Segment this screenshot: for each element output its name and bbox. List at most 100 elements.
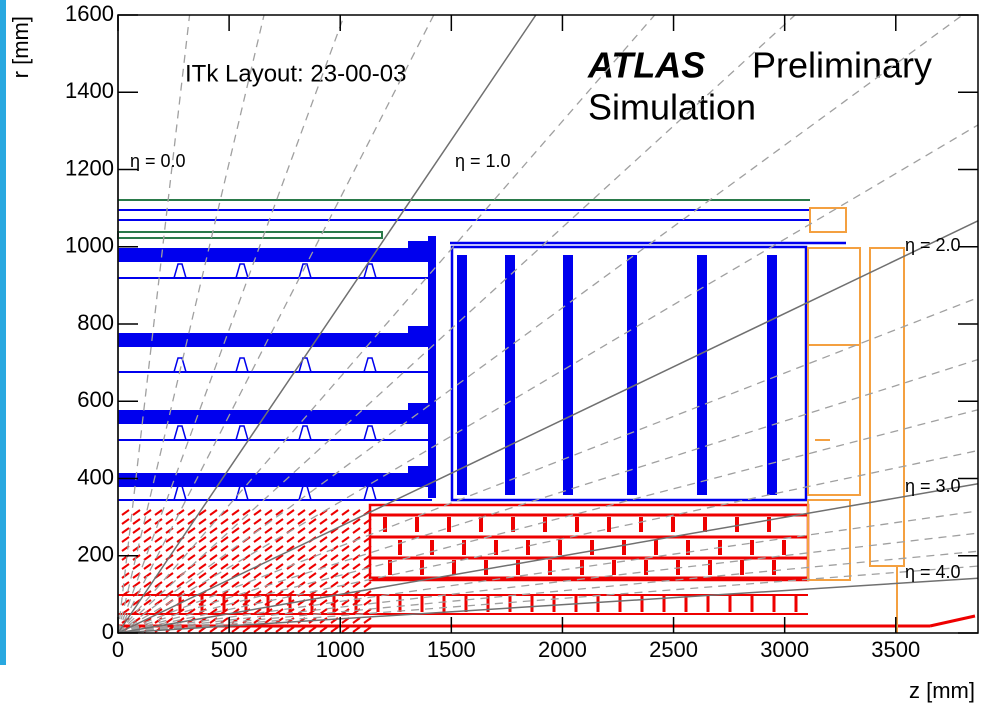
y-tick-label: 1200 — [65, 155, 114, 180]
y-tick-label: 600 — [77, 387, 114, 412]
detector-part — [232, 555, 239, 560]
detector-part — [287, 627, 294, 632]
detector-part — [320, 546, 327, 551]
detector-part — [188, 600, 195, 605]
detector-part — [331, 627, 338, 632]
detector-part — [353, 573, 360, 578]
detector-part — [243, 546, 250, 551]
detector-part — [353, 510, 360, 515]
detector-part — [276, 573, 283, 578]
detector-part — [166, 618, 173, 623]
y-tick-label: 1400 — [65, 78, 114, 103]
detector-part — [254, 510, 261, 515]
detector-part — [930, 616, 975, 626]
detector-part — [331, 546, 338, 551]
detector-part — [298, 555, 305, 560]
x-tick-label: 3500 — [871, 637, 920, 662]
detector-part — [188, 510, 195, 515]
detector-part — [221, 519, 228, 524]
detector-part — [155, 546, 162, 551]
detector-part — [118, 333, 432, 347]
detector-part — [210, 537, 217, 542]
eta-label: η = 0.0 — [130, 151, 186, 171]
detector-part — [144, 510, 151, 515]
detector-part — [254, 582, 261, 587]
detector-part — [265, 528, 272, 533]
detector-part — [331, 510, 338, 515]
detector-part — [265, 537, 272, 542]
detector-part — [144, 555, 151, 560]
detector-part — [320, 582, 327, 587]
chart: ITk Layout: 23-00-03 ATLAS Preliminary S… — [0, 0, 985, 709]
detector-part — [697, 255, 707, 495]
detector-part — [166, 564, 173, 569]
detector-part — [199, 519, 206, 524]
detector-part — [298, 564, 305, 569]
detector-part — [309, 564, 316, 569]
detector-part — [276, 528, 283, 533]
detector-part — [221, 627, 228, 632]
detector-part — [364, 582, 371, 587]
detector-part — [265, 546, 272, 551]
detector-part — [243, 528, 250, 533]
detector-part — [155, 600, 162, 605]
detector-part — [133, 582, 140, 587]
detector-part — [331, 519, 338, 524]
detector-part — [236, 264, 248, 278]
detector-part — [188, 537, 195, 542]
detector-part — [870, 248, 904, 566]
detector-part — [505, 255, 515, 495]
detector-part — [254, 519, 261, 524]
chart-title: ITk Layout: 23-00-03 — [185, 60, 406, 87]
eta-label: η = 3.0 — [905, 476, 961, 496]
y-tick-label: 1000 — [65, 233, 114, 258]
detector-part — [210, 528, 217, 533]
detector-part — [276, 582, 283, 587]
eta-label: η = 2.0 — [905, 235, 961, 255]
eta-label: η = 1.0 — [455, 151, 511, 171]
detector-part — [276, 627, 283, 632]
eta-dashed-line — [118, 15, 963, 633]
detector-part — [299, 358, 311, 372]
detector-part — [118, 410, 432, 424]
eta-dashed-line — [118, 15, 795, 633]
detector-part — [118, 232, 382, 238]
detector-part — [287, 510, 294, 515]
detector-part — [144, 564, 151, 569]
detector-part — [320, 519, 327, 524]
eta-dashed-line — [118, 298, 978, 633]
detector-part — [199, 537, 206, 542]
detector-part — [174, 486, 186, 500]
detector-part — [320, 528, 327, 533]
y-axis-label: r [mm] — [8, 16, 33, 78]
detector-part — [331, 582, 338, 587]
detector-part — [342, 573, 349, 578]
detector-part — [320, 573, 327, 578]
detector-part — [174, 426, 186, 440]
detector-part — [166, 537, 173, 542]
detector-part — [342, 582, 349, 587]
detector-part — [144, 528, 151, 533]
x-tick-label: 1500 — [427, 637, 476, 662]
detector-part — [254, 573, 261, 578]
detector-part — [309, 546, 316, 551]
detector-part — [298, 627, 305, 632]
status: Preliminary — [752, 45, 932, 86]
detector-part — [287, 582, 294, 587]
detector-part — [243, 582, 250, 587]
detector-part — [254, 627, 261, 632]
x-tick-label: 500 — [211, 637, 248, 662]
detector-part — [364, 627, 371, 632]
detector-part — [243, 510, 250, 515]
detector-part — [767, 255, 777, 495]
x-axis-label: z [mm] — [909, 678, 975, 703]
detector-layout — [118, 200, 975, 633]
detector-part — [118, 248, 432, 262]
detector-part — [342, 546, 349, 551]
detector-part — [342, 528, 349, 533]
x-tick-label: 2000 — [538, 637, 587, 662]
y-tick-label: 1600 — [65, 1, 114, 26]
detector-part — [232, 510, 239, 515]
detector-part — [254, 546, 261, 551]
detector-part — [166, 546, 173, 551]
